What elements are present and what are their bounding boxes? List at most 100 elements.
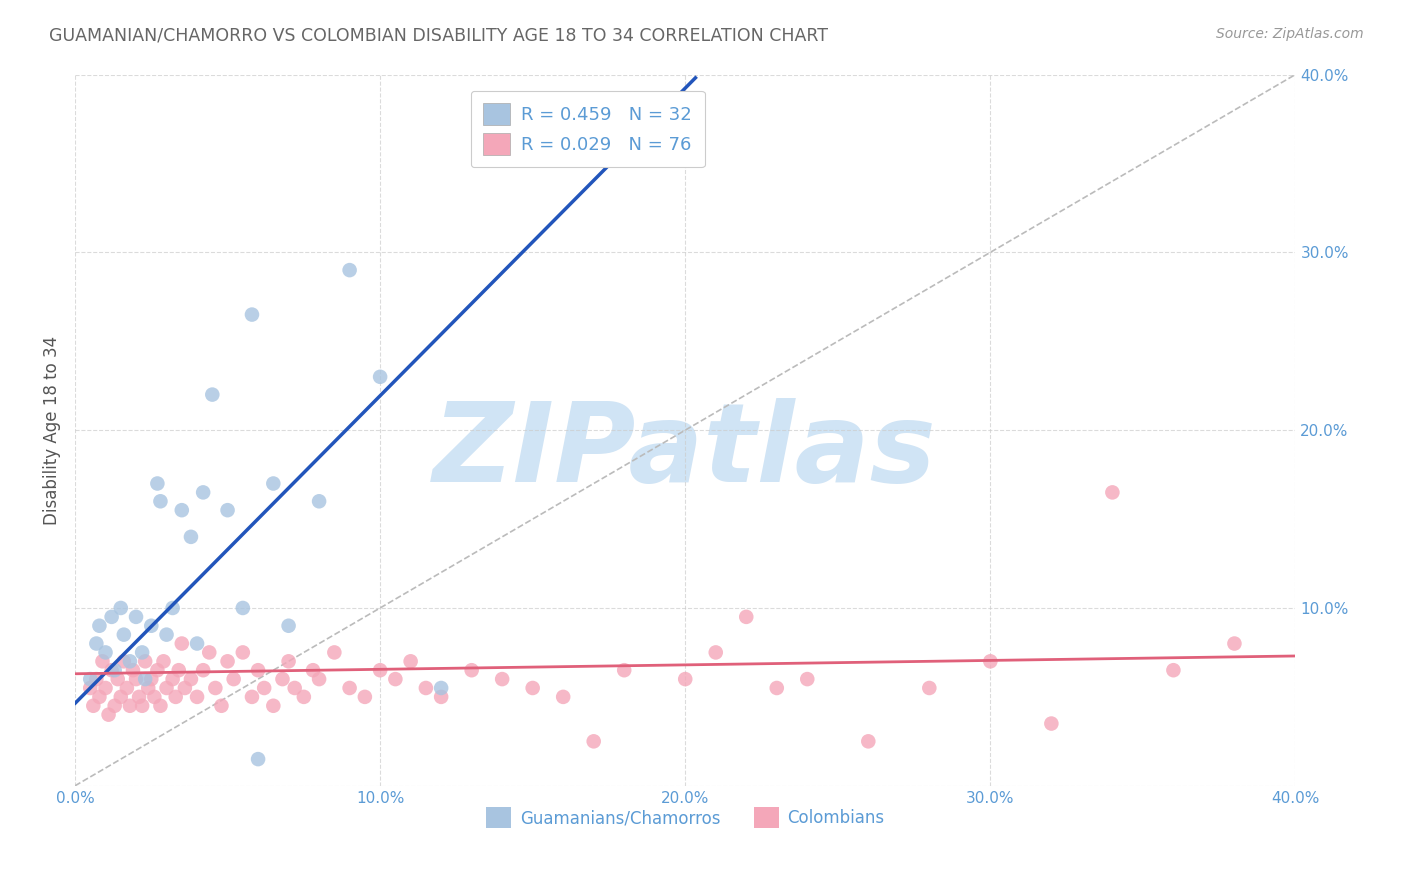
Point	[553, 690, 575, 704]
Point	[115, 681, 138, 695]
Point	[211, 698, 233, 713]
Point	[1040, 716, 1063, 731]
Point	[155, 681, 177, 695]
Point	[277, 619, 299, 633]
Point	[247, 663, 270, 677]
Point	[165, 690, 187, 704]
Point	[100, 610, 122, 624]
Point	[399, 654, 422, 668]
Point	[91, 654, 114, 668]
Point	[323, 645, 346, 659]
Point	[1101, 485, 1123, 500]
Point	[104, 698, 127, 713]
Point	[339, 263, 361, 277]
Point	[86, 636, 108, 650]
Point	[673, 672, 696, 686]
Point	[82, 698, 104, 713]
Point	[796, 672, 818, 686]
Point	[979, 654, 1001, 668]
Point	[97, 707, 120, 722]
Point	[173, 681, 195, 695]
Point	[104, 663, 127, 677]
Point	[354, 690, 377, 704]
Point	[125, 672, 148, 686]
Point	[186, 690, 208, 704]
Point	[415, 681, 437, 695]
Point	[131, 698, 153, 713]
Point	[134, 672, 156, 686]
Point	[125, 610, 148, 624]
Point	[149, 698, 172, 713]
Point	[86, 672, 108, 686]
Point	[100, 663, 122, 677]
Point	[232, 645, 254, 659]
Point	[186, 636, 208, 650]
Point	[284, 681, 307, 695]
Point	[339, 681, 361, 695]
Point	[522, 681, 544, 695]
Point	[308, 672, 330, 686]
Point	[89, 690, 111, 704]
Point	[384, 672, 406, 686]
Point	[217, 654, 239, 668]
Point	[162, 672, 184, 686]
Point	[858, 734, 880, 748]
Point	[152, 654, 174, 668]
Point	[79, 672, 101, 686]
Text: Source: ZipAtlas.com: Source: ZipAtlas.com	[1216, 27, 1364, 41]
Point	[292, 690, 315, 704]
Point	[765, 681, 787, 695]
Point	[110, 690, 132, 704]
Point	[191, 663, 214, 677]
Point	[368, 369, 391, 384]
Point	[704, 645, 727, 659]
Point	[240, 690, 263, 704]
Point	[170, 503, 193, 517]
Point	[204, 681, 226, 695]
Point	[107, 672, 129, 686]
Point	[122, 663, 145, 677]
Point	[94, 645, 117, 659]
Point	[217, 503, 239, 517]
Point	[222, 672, 245, 686]
Point	[240, 308, 263, 322]
Point	[170, 636, 193, 650]
Point	[118, 654, 141, 668]
Point	[141, 619, 163, 633]
Point	[136, 681, 159, 695]
Point	[918, 681, 941, 695]
Point	[460, 663, 482, 677]
Point	[112, 627, 135, 641]
Point	[308, 494, 330, 508]
Point	[430, 681, 453, 695]
Point	[79, 681, 101, 695]
Point	[131, 645, 153, 659]
Point	[198, 645, 221, 659]
Point	[155, 627, 177, 641]
Point	[143, 690, 166, 704]
Point	[191, 485, 214, 500]
Point	[253, 681, 276, 695]
Point	[162, 601, 184, 615]
Point	[118, 698, 141, 713]
Point	[167, 663, 190, 677]
Point	[89, 619, 111, 633]
Point	[134, 654, 156, 668]
Point	[180, 672, 202, 686]
Point	[277, 654, 299, 668]
Point	[94, 681, 117, 695]
Point	[201, 387, 224, 401]
Point	[491, 672, 513, 686]
Point	[146, 476, 169, 491]
Point	[735, 610, 758, 624]
Point	[232, 601, 254, 615]
Point	[302, 663, 325, 677]
Legend: Guamanians/Chamorros, Colombians: Guamanians/Chamorros, Colombians	[479, 801, 891, 834]
Point	[112, 654, 135, 668]
Point	[271, 672, 294, 686]
Point	[180, 530, 202, 544]
Point	[247, 752, 270, 766]
Point	[613, 663, 636, 677]
Point	[430, 690, 453, 704]
Text: GUAMANIAN/CHAMORRO VS COLOMBIAN DISABILITY AGE 18 TO 34 CORRELATION CHART: GUAMANIAN/CHAMORRO VS COLOMBIAN DISABILI…	[49, 27, 828, 45]
